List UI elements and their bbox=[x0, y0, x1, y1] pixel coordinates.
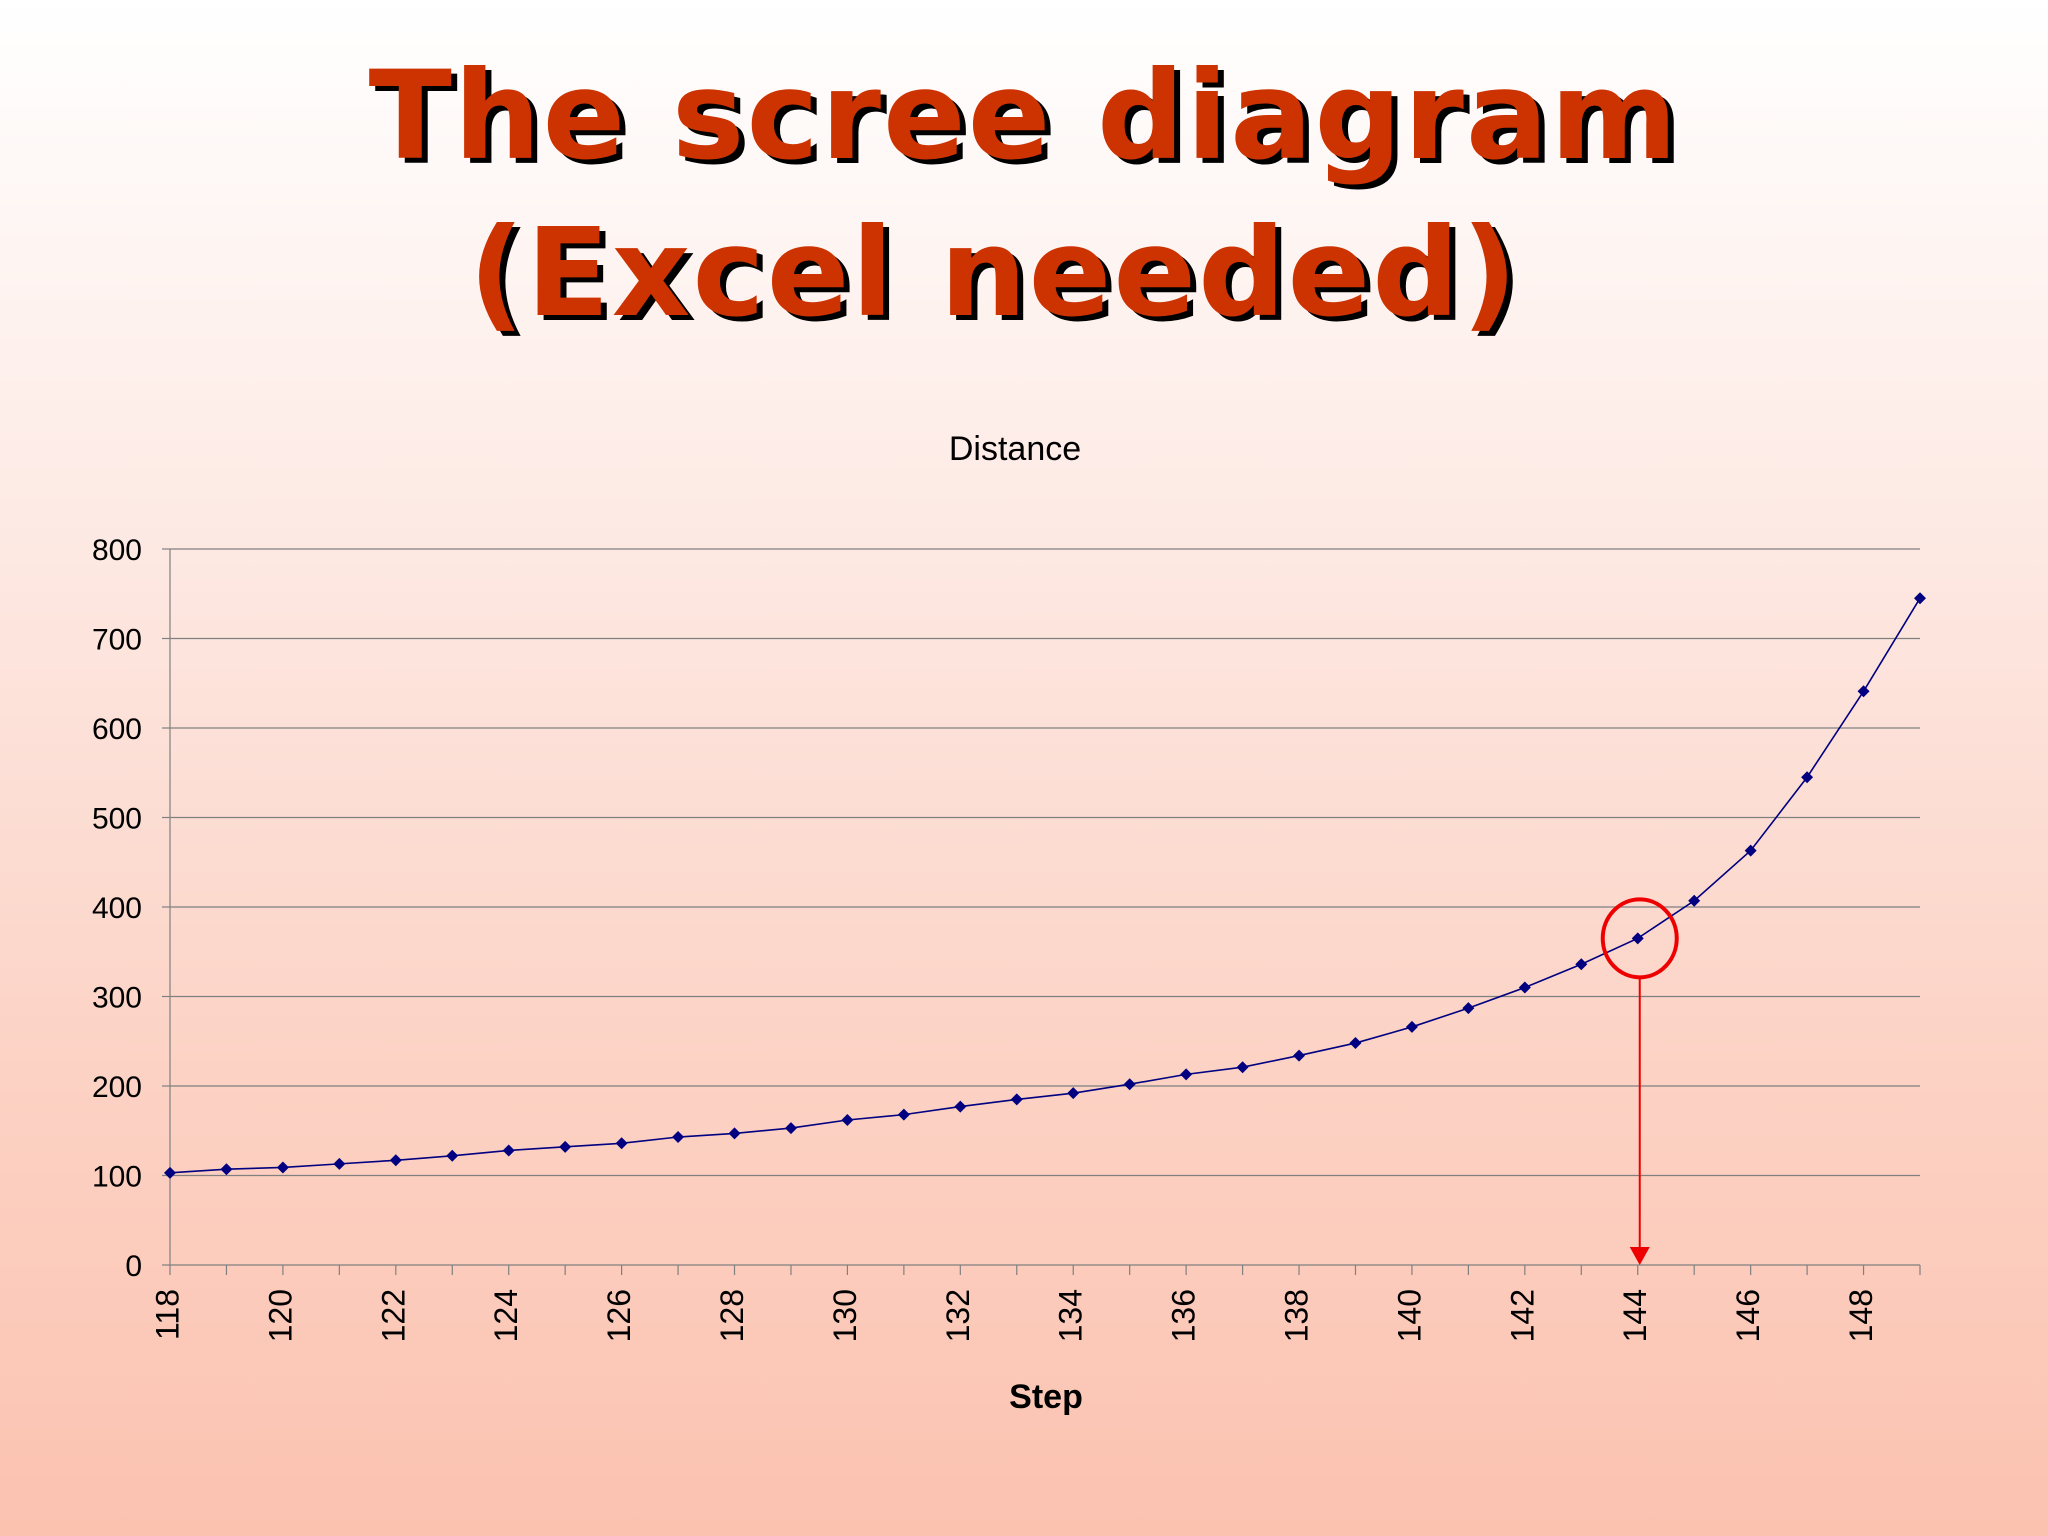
data-point bbox=[333, 1157, 346, 1170]
data-point bbox=[1236, 1061, 1249, 1074]
data-point bbox=[897, 1108, 910, 1121]
x-tick-label: 146 bbox=[1730, 1289, 1766, 1342]
data-point bbox=[1857, 685, 1870, 698]
x-tick-label: 124 bbox=[488, 1289, 524, 1342]
y-tick-label: 400 bbox=[92, 892, 142, 925]
data-point bbox=[1518, 981, 1531, 994]
x-tick-label: 120 bbox=[262, 1289, 298, 1342]
gridlines bbox=[170, 548, 1920, 1177]
y-tick-labels: 0 100 200 300 400 500 600 700 800 bbox=[92, 534, 142, 1283]
data-point bbox=[1405, 1020, 1418, 1033]
x-tick-label: 130 bbox=[827, 1289, 863, 1342]
data-point bbox=[1688, 894, 1701, 907]
x-tick-label: 142 bbox=[1504, 1289, 1540, 1342]
data-point bbox=[1067, 1087, 1080, 1100]
y-tick-label: 700 bbox=[92, 624, 142, 657]
data-point bbox=[1349, 1037, 1362, 1050]
y-tick-label: 300 bbox=[92, 982, 142, 1015]
data-point bbox=[841, 1114, 854, 1127]
x-tick-label: 140 bbox=[1391, 1289, 1427, 1342]
slide-title-line-1: The scree diagram bbox=[368, 45, 1680, 187]
data-point bbox=[1180, 1068, 1193, 1081]
y-tick-label: 200 bbox=[92, 1071, 142, 1104]
x-tick-label: 136 bbox=[1166, 1289, 1202, 1342]
data-point bbox=[1914, 592, 1926, 605]
data-point bbox=[220, 1163, 233, 1176]
data-point bbox=[446, 1149, 459, 1162]
data-point bbox=[276, 1161, 289, 1174]
y-tick-label: 100 bbox=[92, 1161, 142, 1194]
data-point bbox=[1123, 1078, 1136, 1091]
slide-title-line-2: (Excel needed) bbox=[468, 202, 1520, 344]
y-tick-label: 500 bbox=[92, 803, 142, 836]
data-point bbox=[502, 1144, 515, 1157]
x-tick-label: 144 bbox=[1617, 1289, 1653, 1342]
data-point bbox=[1010, 1093, 1023, 1106]
x-tick-label: 134 bbox=[1053, 1289, 1089, 1342]
data-point bbox=[1744, 844, 1757, 857]
y-tick-label: 600 bbox=[92, 713, 142, 746]
series-line bbox=[169, 597, 1921, 1174]
x-tick-label: 138 bbox=[1278, 1289, 1314, 1342]
data-point bbox=[954, 1100, 967, 1113]
data-point bbox=[784, 1122, 797, 1135]
data-point bbox=[1801, 771, 1814, 784]
x-axis-label: Step bbox=[1009, 1378, 1083, 1416]
x-tick-label: 118 bbox=[149, 1289, 185, 1340]
axes bbox=[162, 548, 1921, 1275]
data-point bbox=[389, 1154, 402, 1167]
x-tick-labels: 118 120 122 124 126 128 130 132 134 136 138 140 142 1… bbox=[149, 1289, 1879, 1342]
data-point bbox=[559, 1140, 572, 1153]
series-distance bbox=[164, 592, 1926, 1179]
x-tick-label: 148 bbox=[1843, 1289, 1879, 1342]
x-tick-label: 132 bbox=[940, 1289, 976, 1342]
highlight-arrow-head bbox=[1629, 1247, 1650, 1265]
chart-title: Distance bbox=[949, 430, 1081, 468]
y-tick-label: 800 bbox=[92, 534, 142, 567]
x-tick-label: 122 bbox=[375, 1289, 411, 1342]
data-point bbox=[728, 1127, 741, 1140]
data-point bbox=[164, 1166, 176, 1179]
highlight-annotation bbox=[1600, 897, 1679, 1265]
data-point bbox=[672, 1131, 685, 1144]
data-point bbox=[1462, 1002, 1475, 1015]
data-point bbox=[1631, 932, 1644, 945]
x-tick-label: 128 bbox=[714, 1289, 750, 1342]
x-tick-label: 126 bbox=[601, 1289, 637, 1342]
data-point bbox=[615, 1137, 628, 1150]
y-tick-label: 0 bbox=[125, 1250, 142, 1283]
data-point bbox=[1575, 958, 1588, 971]
data-point bbox=[1293, 1049, 1306, 1062]
